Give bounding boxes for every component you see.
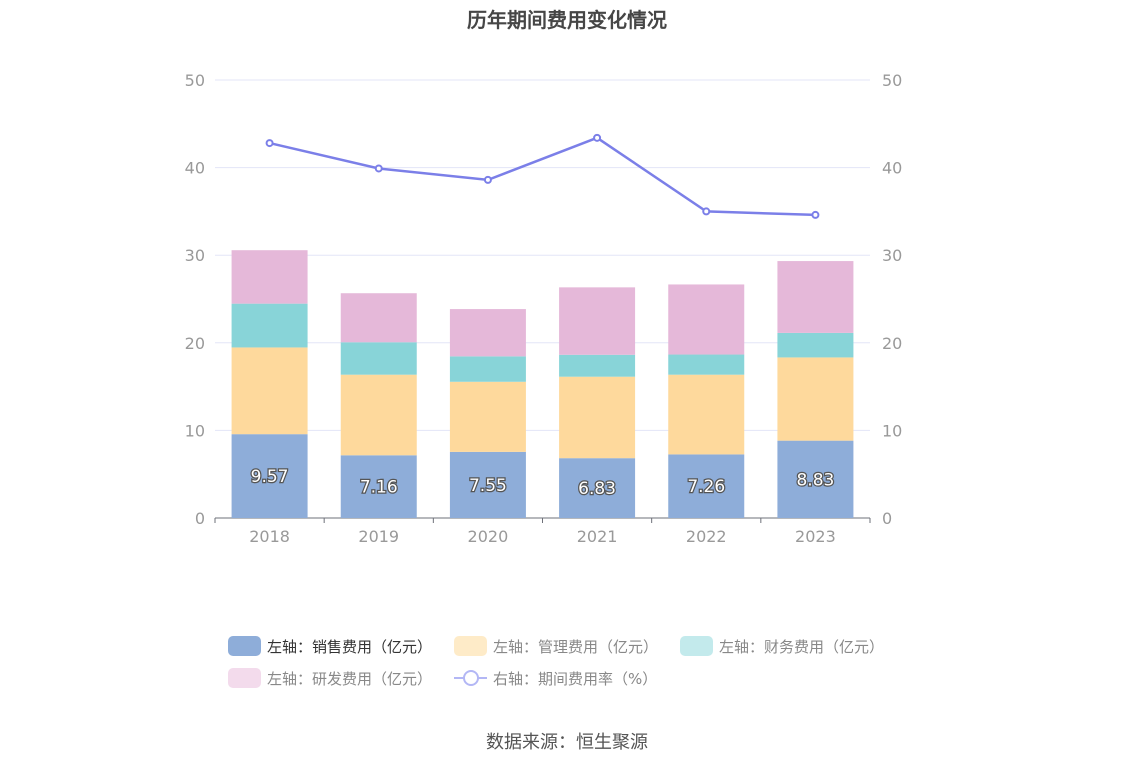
bar-finance <box>340 342 417 375</box>
bar-sales <box>340 455 417 518</box>
x-tick-label: 2019 <box>358 527 399 546</box>
y-right-tick-label: 40 <box>882 159 902 178</box>
rate-line <box>265 133 820 219</box>
bar-finance <box>231 303 308 348</box>
bar-finance <box>559 354 636 377</box>
legend-swatch-rate <box>454 668 488 688</box>
x-tick-label: 2023 <box>795 527 836 546</box>
bar-finance <box>449 356 526 382</box>
y-left-tick-label: 20 <box>185 334 205 353</box>
bar-rnd <box>668 284 745 355</box>
bar-finance <box>777 332 854 358</box>
rate-point <box>702 207 711 216</box>
rate-point <box>374 164 383 173</box>
y-right-tick-label: 30 <box>882 246 902 265</box>
bar-rnd <box>777 261 854 333</box>
x-tick-label: 2018 <box>249 527 290 546</box>
legend-item-rnd[interactable]: 左轴：研发费用（亿元） <box>228 668 432 689</box>
y-right-tick-label: 20 <box>882 334 902 353</box>
rate-point <box>593 133 602 142</box>
legend-label-rnd: 左轴：研发费用（亿元） <box>267 669 433 688</box>
data-label-sales: 7.26 <box>687 477 725 497</box>
y-right-tick-label: 10 <box>882 421 902 440</box>
y-left-tick-label: 40 <box>185 159 205 178</box>
rate-point <box>483 175 492 184</box>
legend-item-admin[interactable]: 左轴：管理费用（亿元） <box>454 636 658 657</box>
legend-swatch-admin <box>454 636 488 656</box>
legend-swatch-finance <box>680 636 714 656</box>
data-label-sales: 6.83 <box>578 479 616 499</box>
legend-label-finance: 左轴：财务费用（亿元） <box>719 637 885 656</box>
bar-rnd <box>340 293 417 343</box>
bar-admin <box>777 357 854 441</box>
y-right-tick-label: 50 <box>882 71 902 90</box>
legend-label-sales: 左轴：销售费用（亿元） <box>267 637 433 656</box>
y-left-tick-label: 30 <box>185 246 205 265</box>
y-left-tick-label: 50 <box>185 71 205 90</box>
x-tick-label: 2020 <box>468 527 509 546</box>
grid-lines <box>215 79 870 431</box>
bar-finance <box>668 354 745 375</box>
bar-sales <box>231 434 308 518</box>
bar-admin <box>231 347 308 435</box>
y-right-tick-label: 0 <box>882 509 892 528</box>
data-label-sales: 7.16 <box>360 478 398 498</box>
y-left-tick-label: 10 <box>185 421 205 440</box>
legend-label-rate: 右轴：期间费用率（%） <box>493 669 658 688</box>
bar-sales <box>777 440 854 518</box>
bar-sales <box>559 458 636 518</box>
data-label-sales: 7.55 <box>469 476 507 496</box>
bar-rnd <box>231 250 308 304</box>
rate-point <box>265 139 274 148</box>
legend-label-admin: 左轴：管理费用（亿元） <box>493 637 659 656</box>
x-tick-label: 2022 <box>686 527 727 546</box>
y-left-tick-label: 0 <box>195 509 205 528</box>
legend-item-rate[interactable]: 右轴：期间费用率（%） <box>454 668 657 689</box>
axes: 0 10 20 30 40 50 0 10 20 30 40 50 2018 2019 2020 2021 20… <box>185 71 903 546</box>
data-label-sales: 9.57 <box>251 467 289 487</box>
bars <box>231 250 854 518</box>
bar-admin <box>449 381 526 452</box>
bar-admin <box>340 374 417 456</box>
legend-swatch-sales <box>228 636 261 656</box>
bar-admin <box>668 374 745 455</box>
bar-sales <box>668 454 745 518</box>
data-labels: 9.57 7.16 7.55 6.83 7.26 8.83 <box>249 466 835 501</box>
data-source: 数据来源：恒生聚源 <box>486 732 648 753</box>
legend: 左轴：销售费用（亿元） 左轴：管理费用（亿元） 左轴：财务费用（亿元） 左轴：研… <box>228 630 948 694</box>
legend-item-finance[interactable]: 左轴：财务费用（亿元） <box>680 636 884 657</box>
legend-item-sales[interactable]: 左轴：销售费用（亿元） <box>228 636 432 657</box>
data-label-sales: 8.83 <box>796 470 834 490</box>
bar-sales <box>449 451 526 518</box>
bar-rnd <box>559 287 636 355</box>
bar-admin <box>559 376 636 459</box>
rate-point <box>811 210 820 219</box>
rate-line-path <box>269 136 816 217</box>
legend-swatch-rnd <box>228 668 261 688</box>
chart-title: 历年期间费用变化情况 <box>467 8 667 32</box>
bar-rnd <box>449 309 526 357</box>
x-tick-label: 2021 <box>577 527 618 546</box>
